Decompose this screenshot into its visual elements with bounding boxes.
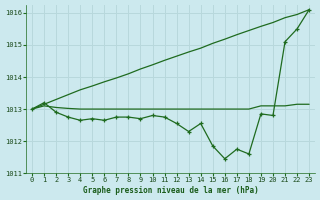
X-axis label: Graphe pression niveau de la mer (hPa): Graphe pression niveau de la mer (hPa) xyxy=(83,186,259,195)
